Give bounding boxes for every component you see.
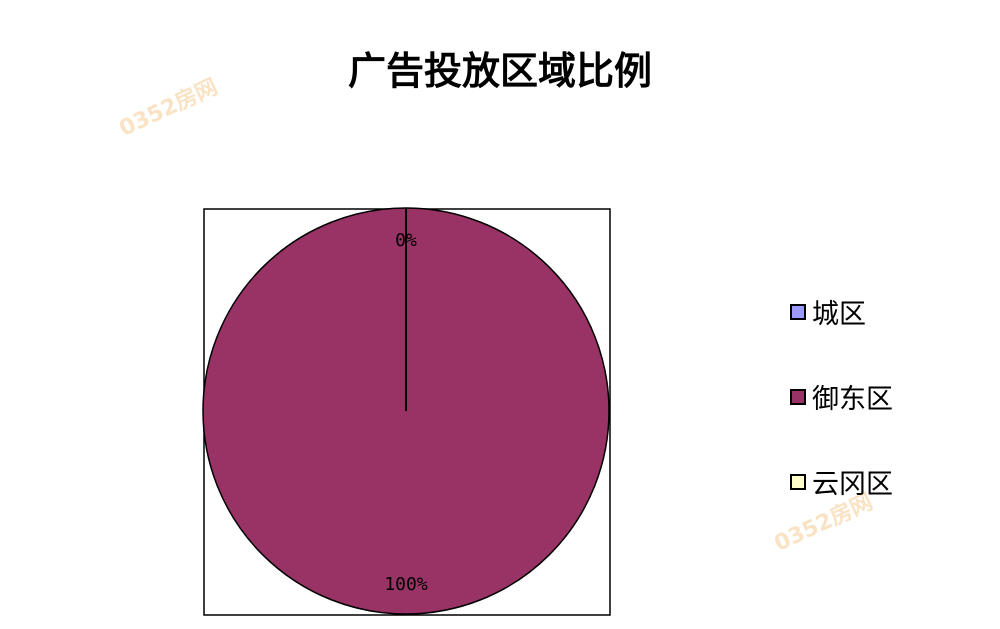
legend-item: 御东区 — [790, 377, 893, 416]
chart-title: 广告投放区域比例 — [347, 48, 652, 93]
legend-item: 云冈区 — [790, 462, 893, 501]
legend-label: 城区 — [812, 299, 866, 330]
data-label: 100% — [384, 574, 428, 595]
legend-item: 城区 — [790, 292, 866, 331]
data-label: 0% — [395, 230, 417, 251]
legend-swatch — [790, 388, 806, 405]
legend-swatch — [790, 473, 806, 490]
legend-swatch — [790, 303, 806, 320]
legend-label: 云冈区 — [812, 469, 893, 500]
legend-label: 御东区 — [812, 384, 893, 415]
